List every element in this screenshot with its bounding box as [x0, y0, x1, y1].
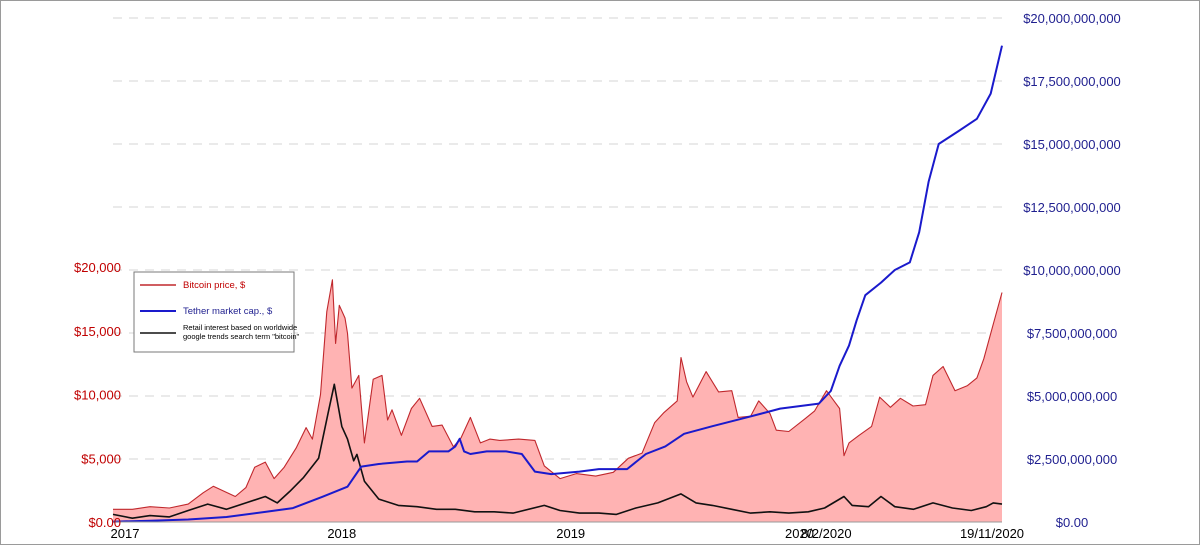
- right-tick-label-6: $15,000,000,000: [1023, 137, 1121, 152]
- right-tick-label-2: $5,000,000,000: [1027, 389, 1117, 404]
- right-tick-label-1: $2,500,000,000: [1027, 452, 1117, 467]
- tether-market-cap-line: [112, 45, 1003, 523]
- right-tick-label-4: $10,000,000,000: [1023, 263, 1121, 278]
- bitcoin-series: [113, 279, 1003, 522]
- right-tick-label-5: $12,500,000,000: [1023, 200, 1121, 215]
- retail-interest-line: [112, 383, 1003, 519]
- left-axis-ticks: $0.00 $5,000 $10,000 $15,000 $20,000: [74, 260, 121, 530]
- right-axis-ticks: $0.00 $2,500,000,000 $5,000,000,000 $7,500,…: [1023, 11, 1121, 530]
- left-tick-label-1: $5,000: [81, 451, 121, 466]
- x-tick-label-5: 19/11/2020: [960, 526, 1024, 541]
- right-tick-label-0: $0.00: [1056, 515, 1089, 530]
- x-tick-label-2: 2019: [556, 526, 585, 541]
- left-tick-label-4: $20,000: [74, 260, 121, 275]
- left-tick-label-2: $10,000: [74, 388, 121, 403]
- left-tick-label-3: $15,000: [74, 324, 121, 339]
- x-tick-label-0: 2017: [111, 526, 140, 541]
- x-tick-label-3: 2020: [785, 526, 814, 541]
- legend: Bitcoin price, $ Tether market cap., $ Ret…: [133, 271, 300, 353]
- legend-label-tether: Tether market cap., $: [183, 306, 273, 317]
- tether-series: [112, 45, 1003, 523]
- right-tick-label-3: $7,500,000,000: [1027, 326, 1117, 341]
- bitcoin-price-line: [113, 279, 1003, 510]
- x-tick-label-1: 2018: [327, 526, 356, 541]
- gridlines: [113, 17, 1002, 460]
- legend-label-retail: Retail interest based on worldwide google…: [183, 323, 300, 341]
- right-tick-label-7: $17,500,000,000: [1023, 74, 1121, 89]
- right-tick-label-8: $20,000,000,000: [1023, 11, 1121, 26]
- x-tick-label-4: 8/2/2020: [801, 526, 852, 541]
- retail-interest-series: [112, 383, 1003, 519]
- legend-label-bitcoin: Bitcoin price, $: [183, 280, 246, 291]
- left-tick-label-0: $0.00: [88, 515, 121, 530]
